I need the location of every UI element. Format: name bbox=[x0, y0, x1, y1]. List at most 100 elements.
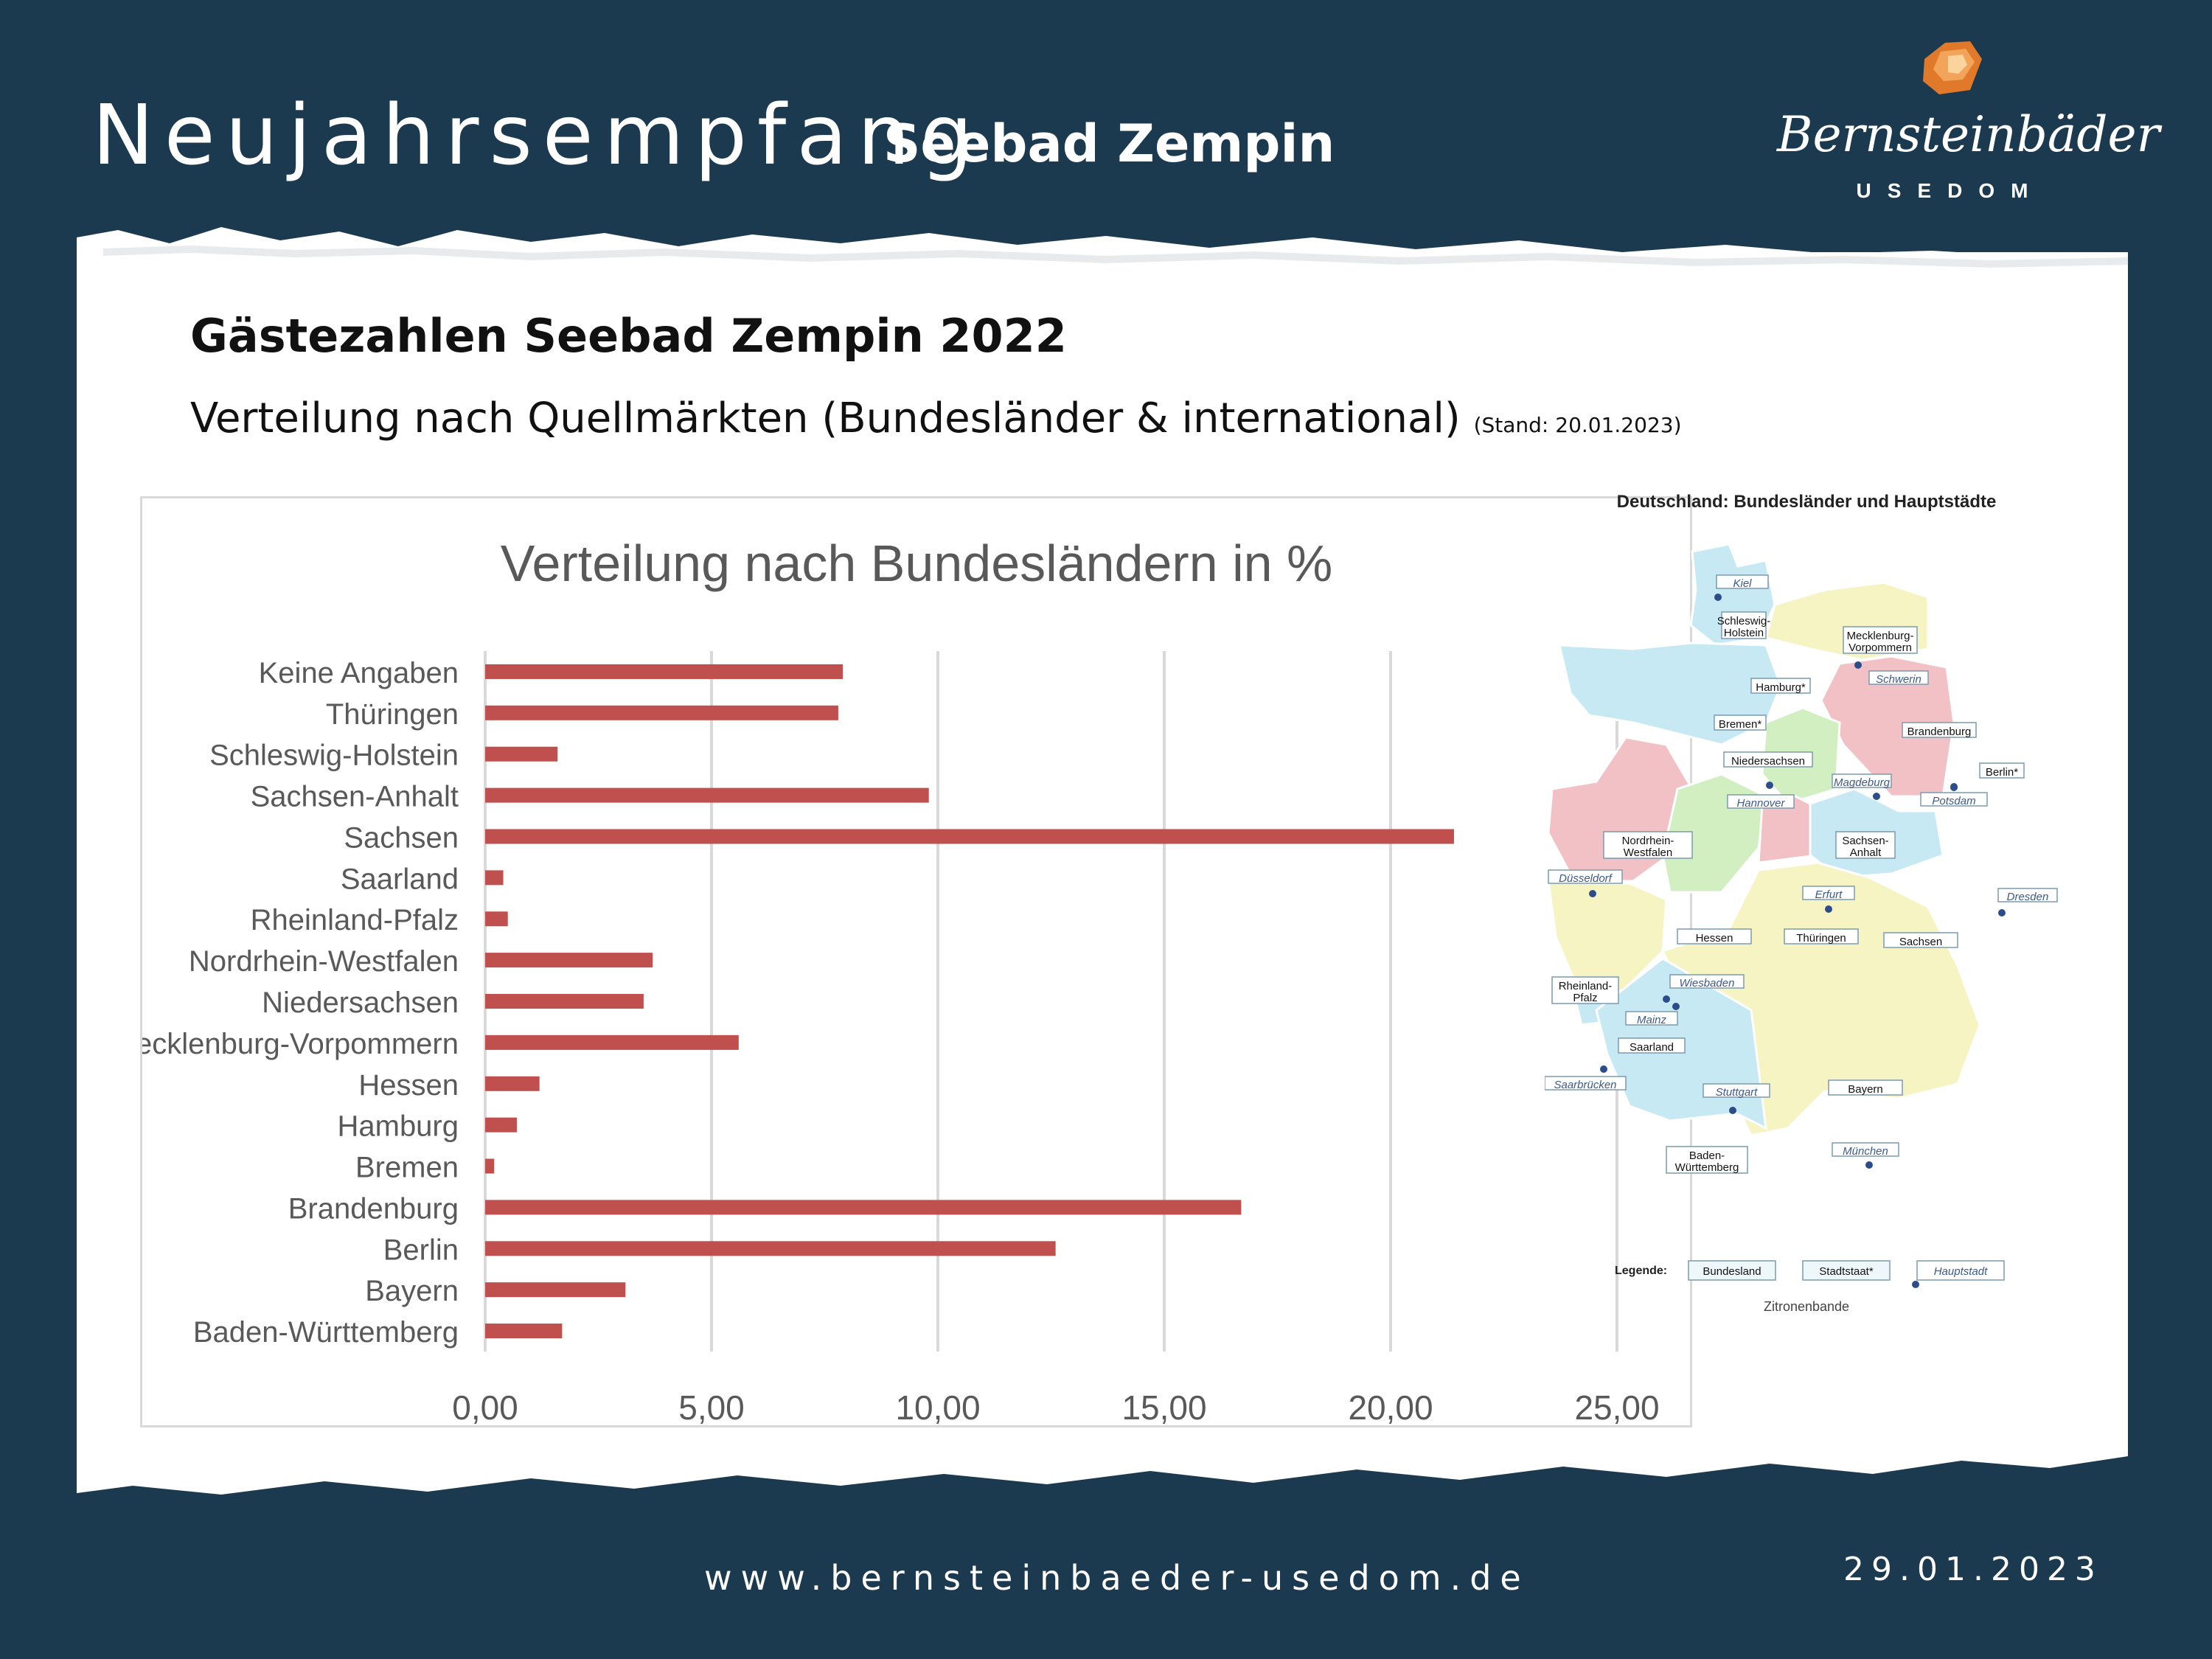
category-label: Niedersachsen bbox=[262, 987, 459, 1019]
legend-swatch bbox=[1802, 1260, 1891, 1281]
state-label: Brandenburg bbox=[1907, 726, 1972, 738]
state-label-box bbox=[1714, 714, 1767, 731]
capital-label: Mainz bbox=[1637, 1014, 1667, 1026]
state-label-box bbox=[1835, 831, 1896, 859]
chart-svg: Verteilung nach Bundesländern in % Keine… bbox=[142, 535, 1660, 1427]
category-label: Nordrhein-Westfalen bbox=[189, 945, 459, 978]
capital-dot bbox=[1766, 782, 1773, 789]
category-label: Sachsen bbox=[344, 821, 459, 854]
state-label: Niedersachsen bbox=[1731, 755, 1805, 768]
state-label: Schleswig- bbox=[1717, 615, 1771, 627]
capital-label: Schwerin bbox=[1876, 673, 1921, 686]
state-label-box bbox=[1979, 762, 2025, 779]
category-label: Hamburg bbox=[337, 1110, 459, 1143]
map-legend: Legende: Bundesland Stadtstaat* Hauptstadt bbox=[1615, 1260, 2005, 1288]
bar bbox=[485, 746, 558, 762]
capital-label-box bbox=[1669, 974, 1745, 989]
capital-label: Kiel bbox=[1733, 577, 1752, 590]
map-title: Deutschland: Bundesländer und Hauptstädt… bbox=[1617, 492, 1997, 512]
capital-label-box bbox=[1997, 888, 2058, 902]
capital-label-box bbox=[1832, 773, 1892, 788]
bar bbox=[485, 1200, 1242, 1215]
brand-name: Bernsteinbäder bbox=[1777, 106, 2160, 163]
category-label: Sachsen-Anhalt bbox=[251, 781, 459, 813]
capital-dot bbox=[1873, 793, 1880, 800]
capital-label: München bbox=[1843, 1145, 1888, 1158]
state-label: Vorpommern bbox=[1848, 641, 1912, 654]
capital-label: Magdeburg bbox=[1834, 776, 1891, 789]
capital-label-box bbox=[1802, 886, 1855, 900]
legend-item: Bundesland bbox=[1703, 1265, 1761, 1278]
capital-dot bbox=[1600, 1065, 1607, 1073]
legend-item: Stadtstaat* bbox=[1819, 1265, 1874, 1278]
capital-dot bbox=[1854, 661, 1862, 669]
state-label: Hamburg* bbox=[1756, 681, 1806, 694]
capital-label-box bbox=[1703, 1083, 1770, 1098]
map-svg: Deutschland: Bundesländer und Hauptstädt… bbox=[1544, 492, 2058, 1314]
state-label-box bbox=[1603, 831, 1693, 859]
state-label-box bbox=[1883, 932, 1958, 948]
section-title: Gästezahlen Seebad Zempin 2022 bbox=[190, 309, 1067, 363]
map-credit: Zitronenbande bbox=[1764, 1299, 1849, 1314]
state-label: Pfalz bbox=[1573, 992, 1597, 1004]
bar bbox=[485, 787, 929, 803]
state-label: Rheinland- bbox=[1559, 980, 1613, 992]
x-tick-label: 0,00 bbox=[452, 1388, 518, 1427]
category-label: Brandenburg bbox=[288, 1192, 459, 1225]
state-label: Westfalen bbox=[1624, 846, 1672, 859]
category-label: Schleswig-Holstein bbox=[209, 740, 459, 772]
legend-item: Hauptstadt bbox=[1934, 1265, 1988, 1278]
category-label: Rheinland-Pfalz bbox=[251, 904, 459, 936]
bar-chart: Verteilung nach Bundesländern in % Keine… bbox=[140, 496, 1692, 1427]
bar bbox=[485, 1117, 517, 1133]
state-label-box bbox=[1723, 751, 1813, 768]
state-label-box bbox=[1902, 722, 1977, 738]
capital-label: Dresden bbox=[2007, 891, 2049, 903]
capital-label-box bbox=[1868, 670, 1929, 685]
brand-logo: Bernsteinbäder USEDOM bbox=[1777, 29, 2160, 214]
x-tick-labels: 0,00 5,00 10,00 15,00 20,00 25,00 bbox=[452, 1388, 1659, 1427]
state-label-box bbox=[1721, 611, 1767, 639]
state-label-box bbox=[1677, 928, 1752, 945]
torn-edge-top bbox=[77, 227, 2129, 289]
capital-label-box bbox=[1625, 1011, 1678, 1026]
state-label: Mecklenburg- bbox=[1847, 630, 1914, 642]
bar bbox=[485, 705, 838, 720]
capital-label-box bbox=[1920, 792, 1988, 807]
capital-dot bbox=[1589, 890, 1596, 897]
capital-dot bbox=[1672, 1003, 1680, 1010]
legend-capital-dot bbox=[1912, 1281, 1919, 1288]
state-label: Baden- bbox=[1689, 1150, 1725, 1162]
torn-edge-bottom bbox=[77, 1441, 2128, 1495]
capital-dot bbox=[1714, 594, 1722, 601]
capital-label: Saarbrücken bbox=[1554, 1079, 1616, 1091]
state-label-box bbox=[1551, 976, 1619, 1004]
capital-label: Hannover bbox=[1736, 797, 1785, 810]
x-tick-label: 10,00 bbox=[895, 1388, 980, 1427]
bar bbox=[485, 664, 844, 679]
bar bbox=[485, 1241, 1056, 1256]
capital-dot bbox=[1865, 1161, 1873, 1169]
bar bbox=[485, 1034, 739, 1050]
x-tick-label: 20,00 bbox=[1348, 1388, 1433, 1427]
capital-label-box bbox=[1544, 1076, 1627, 1091]
germany-map: Deutschland: Bundesländer und Hauptstädt… bbox=[1544, 479, 2098, 1327]
category-label: Saarland bbox=[341, 863, 459, 895]
section-subtitle-text: Verteilung nach Quellmärkten (Bundesländ… bbox=[190, 394, 1461, 442]
category-label: Berlin bbox=[383, 1234, 459, 1266]
website-link[interactable]: www.bernsteinbaeder-usedom.de bbox=[704, 1558, 1530, 1598]
category-label: Mecklenburg-Vorpommern bbox=[142, 1028, 459, 1060]
state-label: Hessen bbox=[1696, 932, 1733, 945]
state-label-box bbox=[1843, 626, 1918, 654]
category-label: Keine Angaben bbox=[259, 657, 459, 689]
bar bbox=[485, 1158, 495, 1174]
category-label: Bayern bbox=[365, 1275, 459, 1307]
bar bbox=[485, 953, 653, 968]
stand-date: (Stand: 20.01.2023) bbox=[1473, 413, 1682, 437]
chart-title: Verteilung nach Bundesländern in % bbox=[501, 535, 1333, 592]
page-title: Neujahrsempfang bbox=[92, 88, 984, 184]
section-subtitle: Verteilung nach Quellmärkten (Bundesländ… bbox=[190, 398, 1682, 439]
x-tick-label: 5,00 bbox=[678, 1388, 745, 1427]
map-labels: Kiel Schleswig-Holstein Mecklenburg-Vorpom… bbox=[1544, 574, 2058, 1174]
category-label: Thüringen bbox=[326, 698, 459, 731]
